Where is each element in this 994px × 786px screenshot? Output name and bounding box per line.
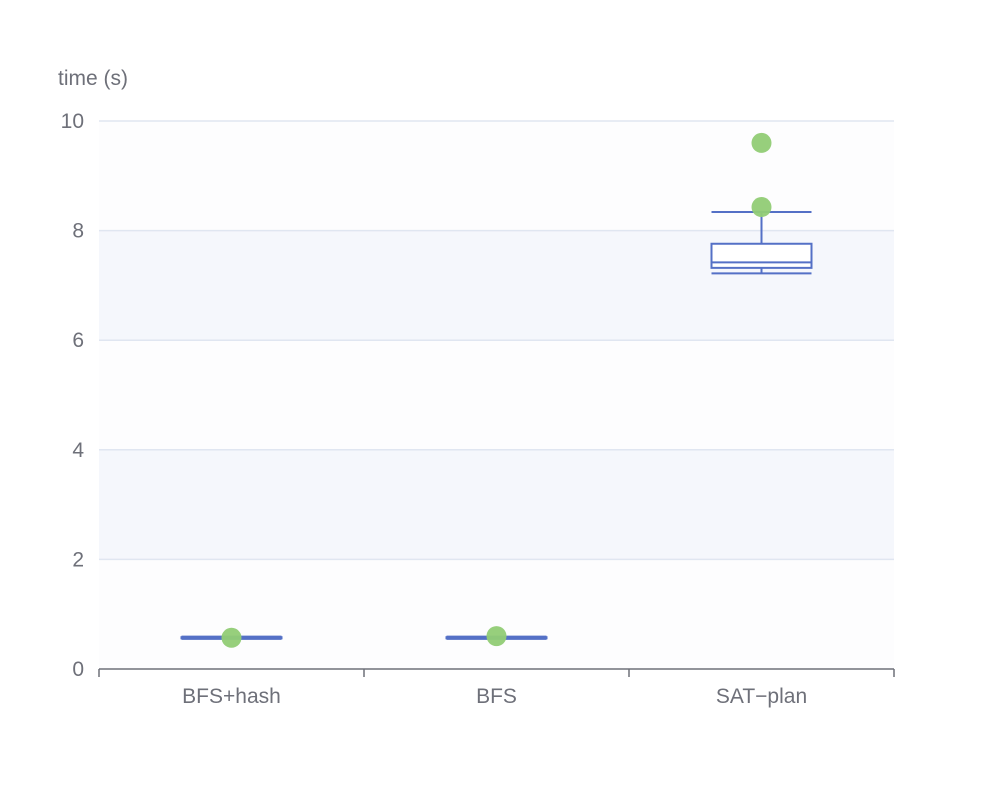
x-tick-label: BFS — [476, 685, 517, 708]
split-area-bands — [99, 121, 894, 669]
outlier-point — [486, 626, 507, 647]
outlier-point — [751, 132, 772, 153]
x-tick-label: SAT−plan — [716, 685, 807, 708]
outlier-point — [221, 627, 242, 648]
y-tick-label: 2 — [72, 548, 84, 571]
x-axis: BFS+hash BFS SAT−plan — [98, 668, 895, 708]
y-gridlines — [99, 120, 894, 561]
x-tick-label: BFS+hash — [182, 685, 281, 708]
split-band — [99, 559, 894, 669]
split-band — [99, 449, 894, 560]
y-axis-ticks: 0 2 4 6 8 10 — [61, 110, 85, 681]
outlier-series — [221, 132, 772, 648]
y-tick-label: 0 — [72, 658, 84, 681]
y-axis-label: time (s) — [58, 67, 128, 90]
iqr-box — [710, 242, 813, 269]
y-tick-label: 8 — [72, 220, 84, 243]
outlier-point — [751, 197, 772, 218]
y-tick-label: 4 — [72, 439, 84, 462]
y-tick-label: 10 — [61, 110, 84, 133]
split-band — [99, 121, 894, 231]
split-band — [99, 340, 894, 450]
y-tick-label: 6 — [72, 329, 84, 352]
